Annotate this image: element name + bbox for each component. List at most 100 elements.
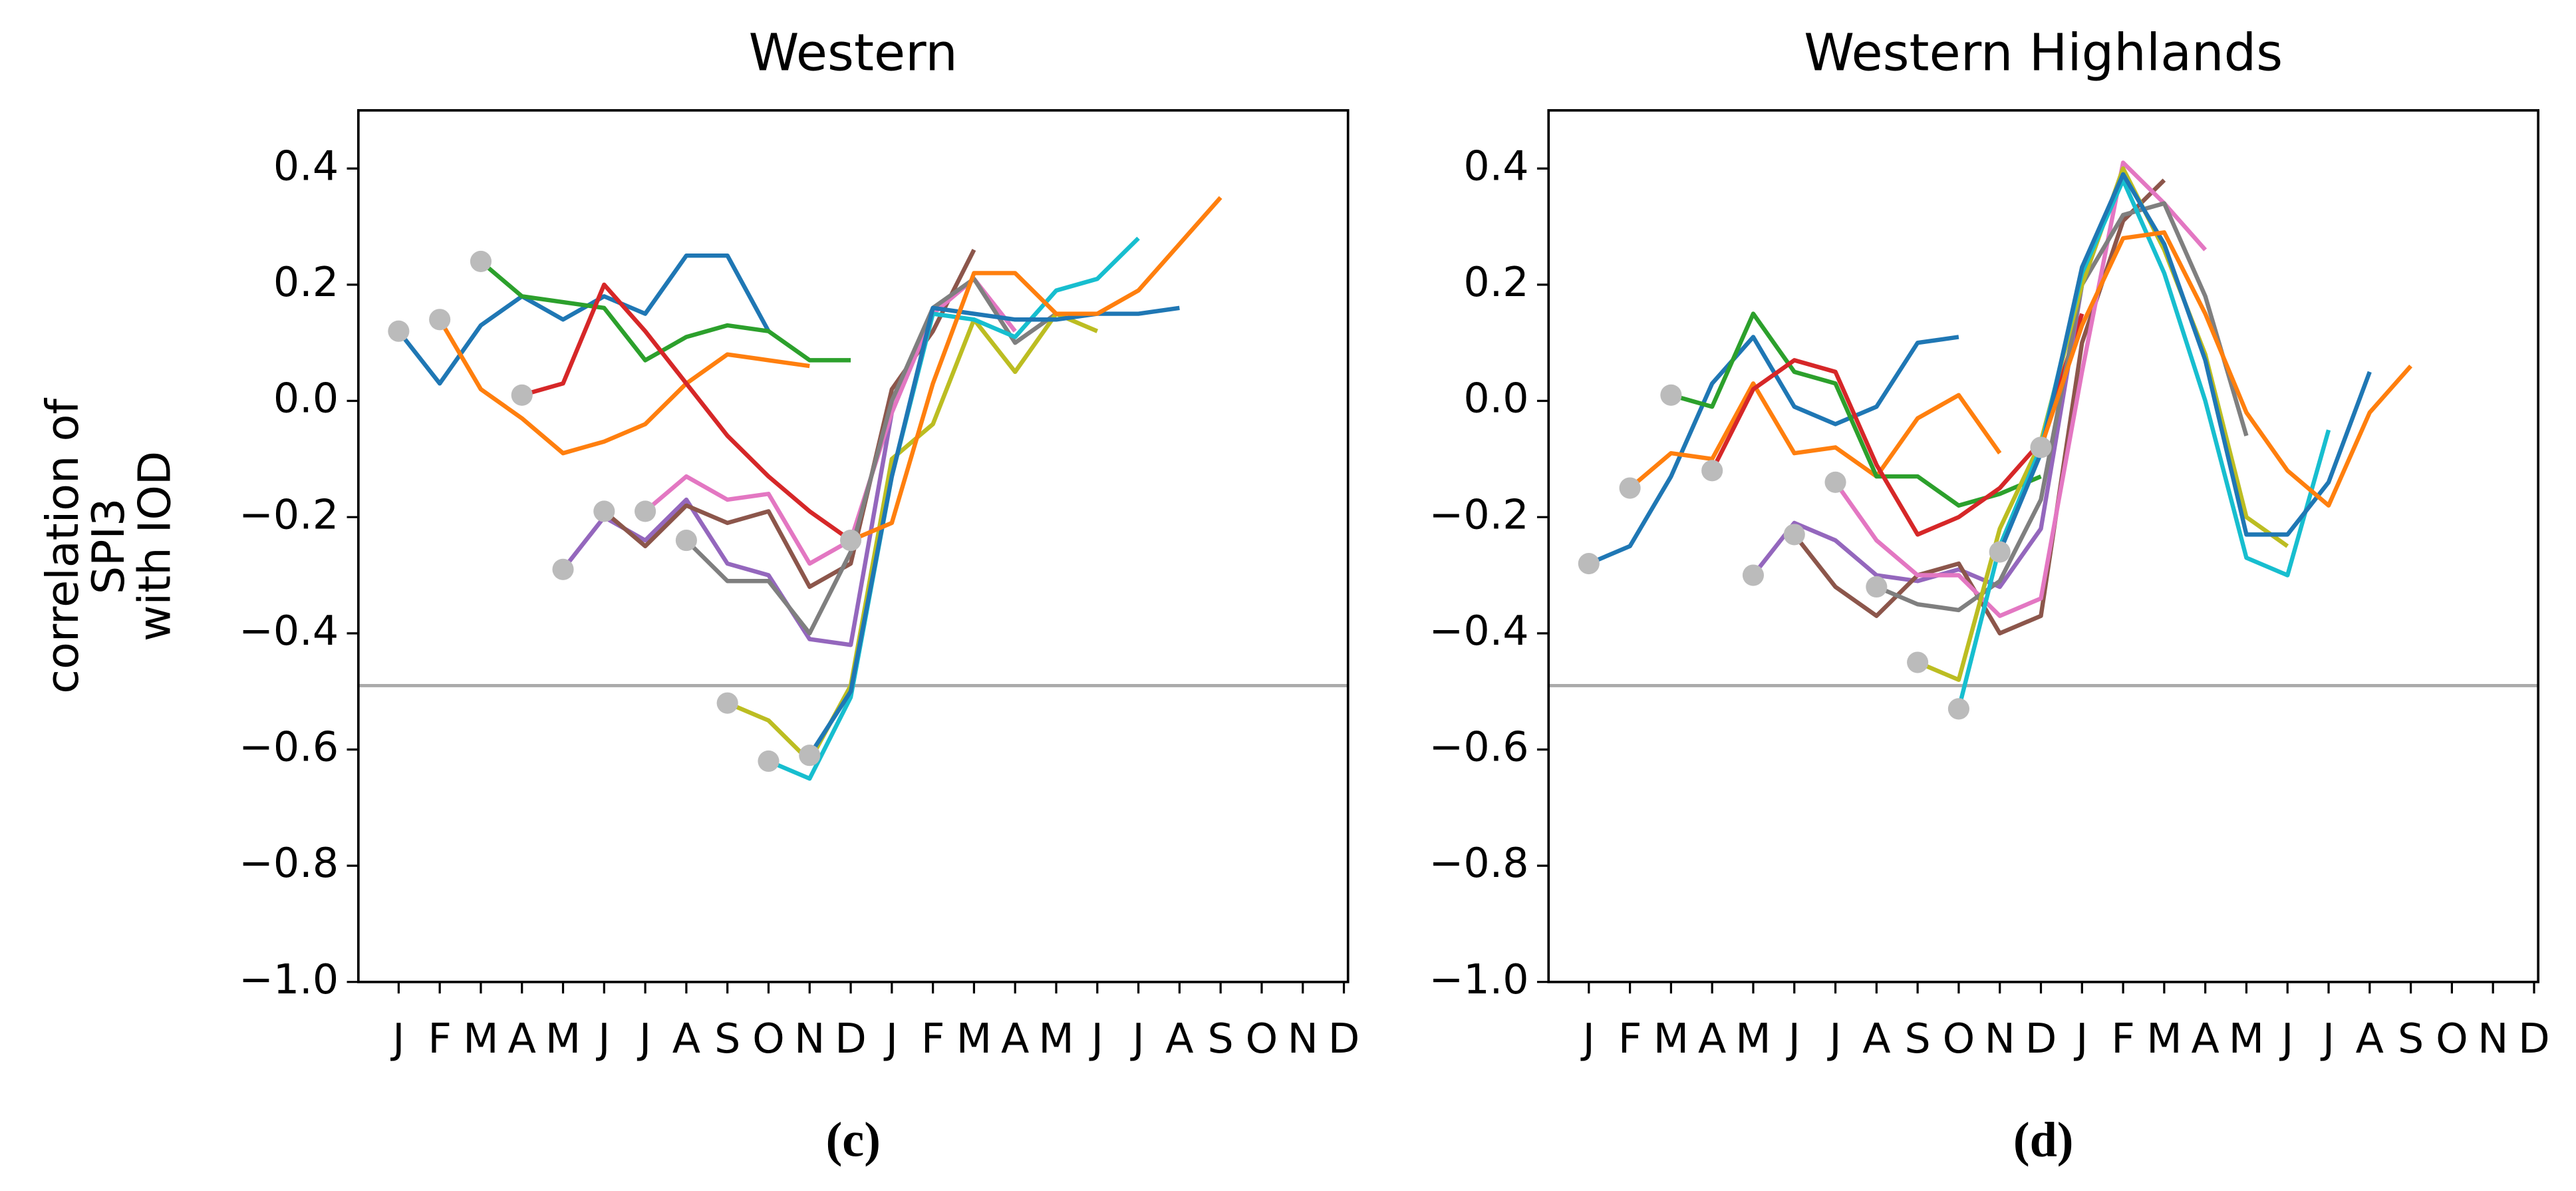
series-line bbox=[768, 236, 1140, 781]
series-line bbox=[1588, 335, 1959, 566]
x-tick-label: N bbox=[1288, 1015, 1318, 1063]
series-line bbox=[2039, 230, 2413, 508]
x-tick-label: O bbox=[1246, 1015, 1278, 1063]
series-line bbox=[479, 259, 851, 363]
y-tick-label: −0.6 bbox=[239, 723, 339, 771]
y-axis-label: with IOD bbox=[128, 451, 180, 641]
x-tick-label: A bbox=[2192, 1015, 2219, 1063]
series-line bbox=[603, 249, 976, 590]
x-tick-label: F bbox=[428, 1015, 452, 1063]
y-tick-label: 0.4 bbox=[1463, 142, 1528, 190]
start-marker bbox=[1824, 471, 1846, 493]
x-tick-label: M bbox=[956, 1015, 992, 1063]
x-tick-label: M bbox=[2229, 1015, 2264, 1063]
x-tick-label: J bbox=[595, 1015, 610, 1063]
x-tick-label: J bbox=[390, 1015, 404, 1063]
axes-frame bbox=[1547, 109, 2540, 983]
start-marker bbox=[1907, 651, 1929, 673]
y-tick-label: −0.4 bbox=[1429, 607, 1529, 655]
x-tick-label: J bbox=[2073, 1015, 2088, 1063]
x-tick-label: A bbox=[2356, 1015, 2384, 1063]
series-line bbox=[849, 196, 1222, 543]
y-tick-label: 0.2 bbox=[1463, 258, 1528, 306]
y-tick-label: −0.6 bbox=[1429, 723, 1529, 771]
y-axis-label: SPI3 bbox=[82, 498, 134, 594]
y-tick-label: 0.4 bbox=[273, 142, 339, 190]
x-tick-label: J bbox=[2320, 1015, 2335, 1063]
x-tick-label: J bbox=[883, 1015, 898, 1063]
series-line bbox=[1916, 166, 2289, 682]
x-tick-label: N bbox=[2478, 1015, 2508, 1063]
start-marker bbox=[1660, 384, 1682, 406]
series-line bbox=[684, 276, 1058, 636]
y-tick-label: −0.2 bbox=[1429, 490, 1529, 538]
x-tick-label: D bbox=[2518, 1015, 2550, 1063]
y-tick-label: −1.0 bbox=[239, 955, 339, 1003]
x-tick-label: D bbox=[835, 1015, 867, 1063]
x-tick-label: J bbox=[1786, 1015, 1800, 1063]
y-tick-label: −0.8 bbox=[1429, 839, 1529, 887]
panel-title: Western Highlands bbox=[1804, 23, 2283, 83]
series-line bbox=[1997, 172, 2372, 553]
series-line bbox=[1710, 313, 2084, 537]
x-tick-label: J bbox=[1129, 1015, 1144, 1063]
x-tick-label: S bbox=[1905, 1015, 1931, 1063]
x-tick-label: N bbox=[1985, 1015, 2015, 1063]
x-tick-label: M bbox=[545, 1015, 581, 1063]
start-marker bbox=[1578, 552, 1600, 575]
x-tick-label: A bbox=[1165, 1015, 1193, 1063]
series-line bbox=[644, 276, 1017, 566]
x-tick-label: J bbox=[1580, 1015, 1595, 1063]
series-line bbox=[807, 305, 1180, 757]
y-tick-label: 0.0 bbox=[1463, 375, 1528, 423]
x-tick-label: F bbox=[921, 1015, 945, 1063]
series-line bbox=[726, 311, 1099, 764]
series-line bbox=[438, 318, 810, 456]
x-tick-label: A bbox=[672, 1015, 700, 1063]
start-marker bbox=[511, 384, 533, 406]
series-line bbox=[521, 282, 852, 542]
panel-title: Western bbox=[749, 23, 958, 83]
start-marker bbox=[1989, 541, 2011, 563]
start-marker bbox=[839, 530, 862, 552]
x-tick-label: M bbox=[2146, 1015, 2182, 1063]
start-marker bbox=[552, 558, 574, 580]
x-tick-label: S bbox=[1208, 1015, 1234, 1063]
axes-frame bbox=[357, 109, 1350, 983]
x-tick-label: M bbox=[1038, 1015, 1073, 1063]
x-tick-label: F bbox=[2111, 1015, 2135, 1063]
x-tick-label: M bbox=[463, 1015, 498, 1063]
x-tick-label: D bbox=[1328, 1015, 1360, 1063]
panel: Western Highlands (d) 0.4 0.2 0.0 −0.2 −0.4 −0.… bbox=[1429, 23, 2550, 1167]
x-tick-label: A bbox=[508, 1015, 536, 1063]
x-tick-label: O bbox=[1943, 1015, 1975, 1063]
x-tick-label: S bbox=[2398, 1015, 2424, 1063]
start-marker bbox=[1866, 576, 1888, 598]
start-marker bbox=[1783, 524, 1805, 546]
start-marker bbox=[758, 750, 780, 772]
x-tick-label: D bbox=[2025, 1015, 2057, 1063]
start-marker bbox=[635, 500, 656, 522]
y-tick-label: 0.0 bbox=[273, 375, 339, 423]
x-tick-label: O bbox=[752, 1015, 785, 1063]
series-line bbox=[1628, 381, 2002, 490]
start-marker bbox=[429, 309, 451, 331]
x-tick-label: O bbox=[2436, 1015, 2468, 1063]
x-tick-label: J bbox=[637, 1015, 651, 1063]
y-tick-label: −0.8 bbox=[239, 839, 339, 887]
x-tick-label: J bbox=[1826, 1015, 1841, 1063]
start-marker bbox=[2030, 436, 2052, 458]
y-tick-label: −0.2 bbox=[239, 490, 339, 538]
y-axis-label: correlation of bbox=[37, 398, 88, 694]
series-line bbox=[561, 313, 935, 647]
x-tick-label: J bbox=[2279, 1015, 2293, 1063]
start-marker bbox=[1947, 698, 1969, 720]
y-tick-label: 0.2 bbox=[273, 258, 339, 306]
x-tick-label: A bbox=[1001, 1015, 1029, 1063]
x-tick-label: J bbox=[1089, 1015, 1103, 1063]
start-marker bbox=[470, 250, 492, 273]
x-tick-label: S bbox=[714, 1015, 740, 1063]
